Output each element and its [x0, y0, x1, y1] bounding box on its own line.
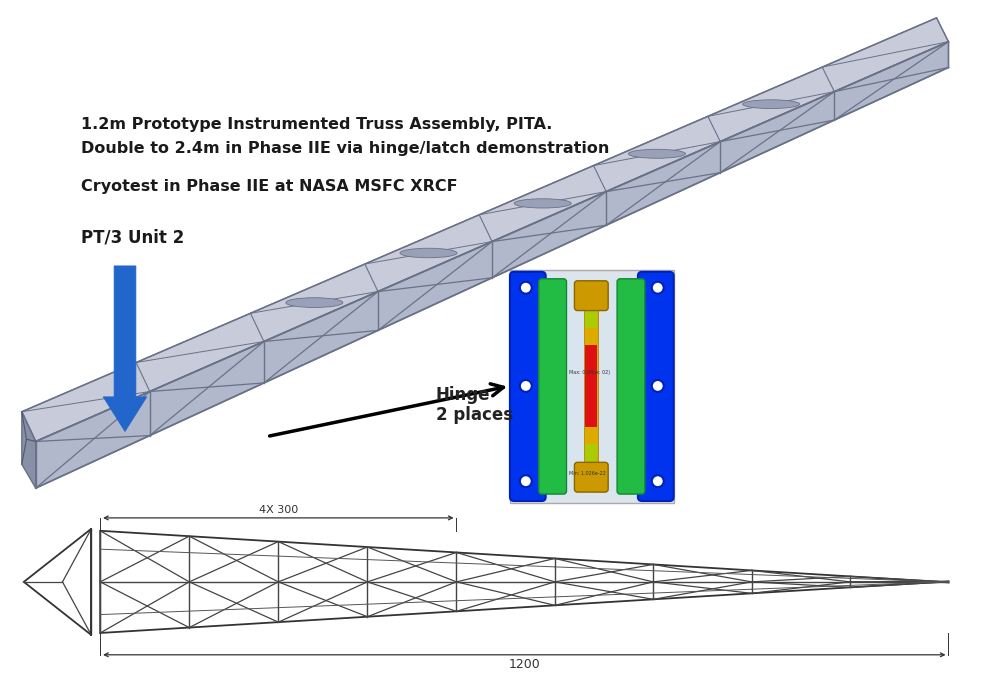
Polygon shape	[104, 266, 147, 431]
Bar	[585, 345, 598, 427]
Text: Min: 1.026e-22: Min: 1.026e-22	[569, 471, 607, 476]
FancyBboxPatch shape	[574, 281, 609, 310]
Bar	[563, 280, 620, 493]
Text: 1.2m Prototype Instrumented Truss Assembly, PITA.: 1.2m Prototype Instrumented Truss Assemb…	[81, 117, 552, 132]
Polygon shape	[22, 18, 949, 441]
Text: Hinge
2 places: Hinge 2 places	[436, 386, 513, 425]
Polygon shape	[101, 531, 949, 633]
FancyBboxPatch shape	[574, 462, 609, 492]
Bar	[585, 288, 598, 328]
Polygon shape	[24, 529, 92, 635]
Text: PT/3 Unit 2: PT/3 Unit 2	[81, 228, 184, 246]
Circle shape	[520, 475, 532, 487]
Bar	[584, 288, 599, 485]
Text: 1200: 1200	[508, 658, 540, 671]
Polygon shape	[35, 42, 949, 488]
Ellipse shape	[629, 149, 685, 158]
Text: 4X 300: 4X 300	[259, 505, 298, 515]
FancyBboxPatch shape	[510, 272, 545, 501]
Ellipse shape	[400, 248, 457, 258]
FancyBboxPatch shape	[617, 279, 645, 494]
Circle shape	[652, 475, 664, 487]
Bar	[510, 270, 674, 503]
FancyBboxPatch shape	[539, 279, 566, 494]
Ellipse shape	[286, 297, 343, 308]
Polygon shape	[22, 412, 35, 488]
Circle shape	[652, 380, 664, 392]
Ellipse shape	[514, 199, 571, 208]
Circle shape	[652, 282, 664, 293]
FancyBboxPatch shape	[638, 272, 674, 501]
Circle shape	[520, 380, 532, 392]
Bar	[585, 444, 598, 485]
Text: Double to 2.4m in Phase IIE via hinge/latch demonstration: Double to 2.4m in Phase IIE via hinge/la…	[81, 141, 610, 156]
Text: Cryotest in Phase IIE at NASA MSFC XRCF: Cryotest in Phase IIE at NASA MSFC XRCF	[81, 178, 458, 194]
Text: Max: 0 (Max: 02): Max: 0 (Max: 02)	[569, 370, 611, 375]
Ellipse shape	[742, 100, 800, 108]
Circle shape	[520, 282, 532, 293]
